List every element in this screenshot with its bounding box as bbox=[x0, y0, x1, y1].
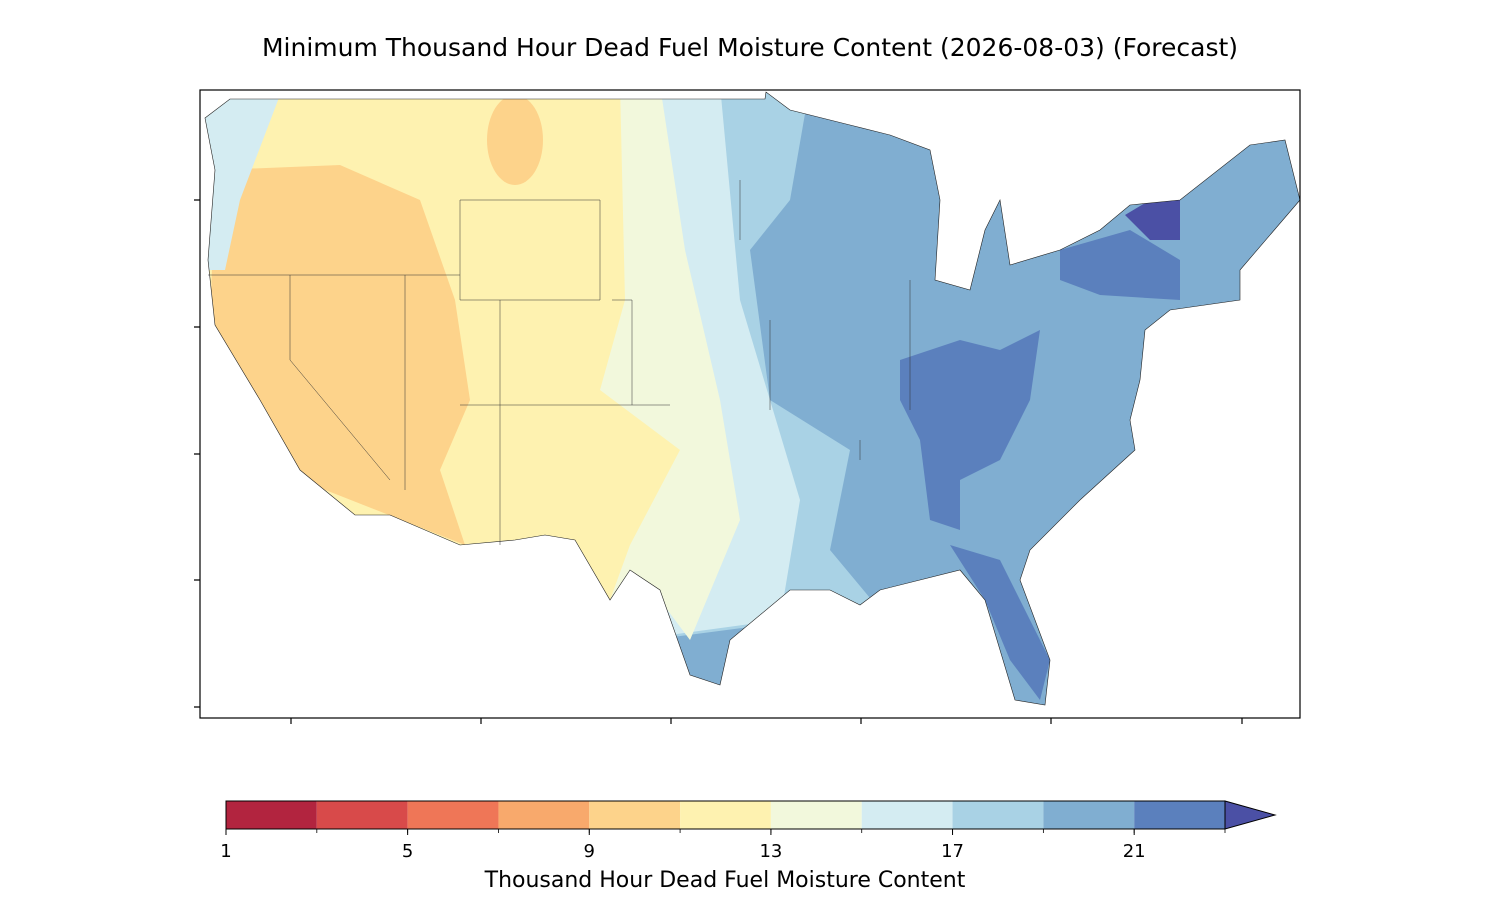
map-fill bbox=[205, 92, 1300, 705]
colorbar-frame bbox=[225, 800, 1226, 830]
colorbar-segment bbox=[770, 801, 862, 829]
colorbar-segment bbox=[680, 801, 771, 829]
colorbar-tick-label: 13 bbox=[759, 841, 782, 862]
colorbar-segment bbox=[498, 801, 590, 829]
colorbar-segment bbox=[226, 801, 317, 829]
colorbar-tick-label: 9 bbox=[584, 841, 595, 862]
colorbar-extend bbox=[1224, 800, 1277, 830]
frame-ticks bbox=[194, 199, 1243, 724]
colorbar-segment bbox=[952, 801, 1044, 829]
colorbar-tick-label: 21 bbox=[1123, 841, 1146, 862]
colorbar-segment bbox=[861, 801, 953, 829]
colorbar-tick-label: 5 bbox=[402, 841, 413, 862]
state-lines bbox=[208, 180, 911, 545]
colorbar-segment bbox=[1043, 801, 1135, 829]
colorbar-segment bbox=[589, 801, 681, 829]
us-outline bbox=[204, 91, 1301, 706]
colorbar-label: Thousand Hour Dead Fuel Moisture Content bbox=[484, 868, 966, 893]
colorbar-tick-label: 1 bbox=[220, 841, 231, 862]
map-frame bbox=[199, 89, 1301, 719]
colorbar-segment bbox=[316, 801, 408, 829]
colorbar-tick-label: 17 bbox=[941, 841, 964, 862]
colorbar-segment bbox=[1134, 801, 1225, 829]
colorbar-segment bbox=[407, 801, 499, 829]
map-title: Minimum Thousand Hour Dead Fuel Moisture… bbox=[262, 33, 1238, 62]
